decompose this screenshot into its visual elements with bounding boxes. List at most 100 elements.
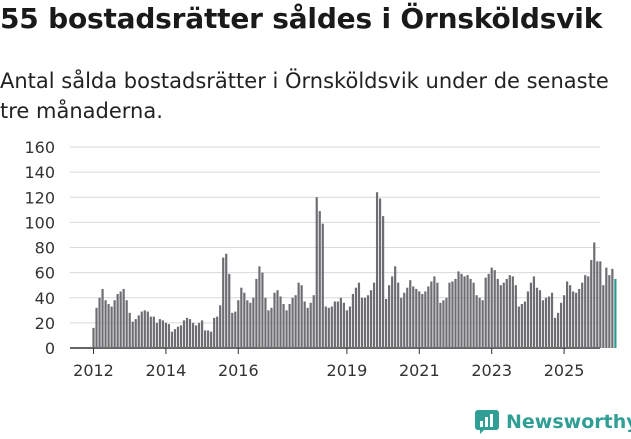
bar (234, 311, 237, 348)
bar (360, 297, 364, 348)
bar (321, 223, 324, 348)
bar (246, 300, 249, 348)
bar (587, 276, 590, 348)
bar (547, 296, 551, 348)
bar (375, 192, 379, 348)
bar (448, 282, 451, 348)
bar (584, 275, 587, 348)
bar (451, 281, 454, 348)
bar (496, 278, 499, 348)
bar (478, 297, 481, 348)
bar (188, 319, 192, 348)
bar (219, 305, 222, 348)
bar (306, 307, 309, 348)
bar (578, 288, 581, 348)
bar (194, 325, 198, 348)
bar (327, 307, 330, 348)
bar (176, 326, 180, 348)
bar-highlight (614, 278, 617, 348)
bar (164, 322, 167, 348)
bar (333, 301, 336, 348)
bar-chart: 0 20 40 60 80 100 120 140 160 2012 2014 2016 2019 202… (24, 0, 630, 380)
bar (433, 276, 436, 348)
bar (222, 257, 225, 348)
bar (466, 275, 469, 348)
bar (608, 275, 611, 348)
bar (590, 260, 593, 348)
bar (330, 306, 333, 348)
bar (602, 285, 605, 348)
bar (391, 276, 394, 348)
bar (179, 325, 183, 348)
bar (502, 282, 505, 348)
bar (258, 266, 261, 348)
bar (303, 301, 306, 348)
x-tick-label: 2023 (471, 361, 512, 380)
chart-subtitle: Antal sålda bostadsrätter i Örnsköldsvik… (0, 69, 609, 123)
bar (128, 312, 131, 348)
bar (261, 272, 264, 348)
y-tick-label: 100 (24, 213, 55, 232)
bar (351, 293, 355, 348)
bar (412, 286, 415, 348)
bar (611, 268, 614, 348)
bar (191, 322, 195, 348)
bar (116, 293, 119, 348)
bar (493, 270, 496, 348)
bar (339, 297, 342, 348)
bar (436, 282, 439, 348)
bar (134, 319, 137, 348)
bar (318, 211, 321, 348)
bar (581, 282, 584, 348)
bar (490, 267, 493, 348)
x-tick-label: 2019 (327, 361, 368, 380)
bar (406, 287, 409, 348)
y-tick-label: 40 (35, 289, 55, 308)
bar (200, 320, 204, 348)
bar (511, 276, 514, 348)
bar (599, 261, 602, 348)
y-tick-label: 160 (24, 138, 55, 157)
bar (394, 266, 397, 348)
chart-title: 55 bostadsrätter såldes i Örnsköldsvik (0, 2, 603, 35)
bar (324, 306, 327, 348)
bar (158, 319, 161, 348)
bar (354, 287, 358, 348)
bar (167, 324, 171, 348)
y-tick-label: 140 (24, 163, 55, 182)
bar (385, 299, 388, 348)
bar (146, 311, 149, 348)
bar (119, 291, 122, 348)
bar (421, 293, 424, 348)
bar (161, 320, 164, 348)
bar (403, 292, 406, 348)
bar (336, 301, 339, 348)
bar (92, 327, 95, 348)
bar (294, 295, 297, 348)
newsworthy-logo: Newsworthy (474, 406, 631, 438)
bar (264, 297, 267, 348)
x-tick-label: 2014 (146, 361, 187, 380)
bar (107, 304, 110, 348)
bar (499, 285, 502, 348)
bar (397, 282, 400, 348)
bar (312, 295, 315, 348)
bar (418, 291, 421, 348)
bar (566, 281, 569, 348)
bar (255, 278, 258, 348)
bar (95, 307, 98, 348)
bar (415, 288, 418, 348)
bar (122, 288, 125, 348)
bar (101, 288, 104, 348)
x-tick-label: 2021 (399, 361, 440, 380)
bar (315, 197, 318, 348)
bar (213, 317, 216, 348)
bar (197, 322, 201, 348)
bar (149, 316, 152, 348)
bar (469, 278, 472, 348)
bar (454, 278, 457, 348)
bar (210, 331, 213, 348)
bar (357, 282, 361, 348)
bar (300, 285, 303, 348)
bar (520, 304, 523, 348)
